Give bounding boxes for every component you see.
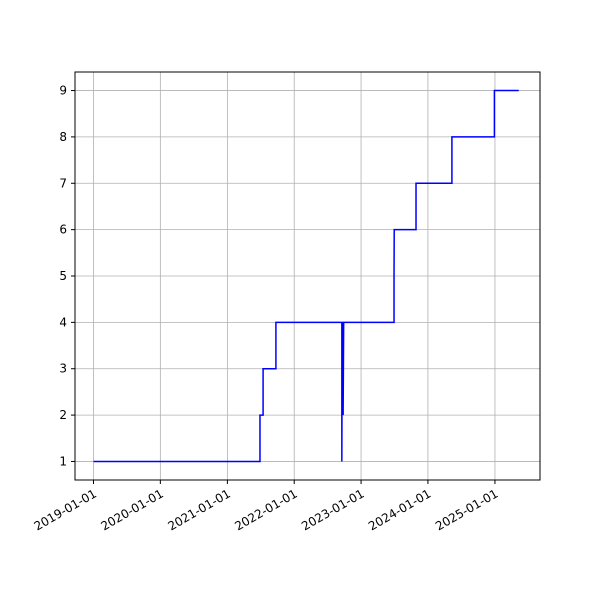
y-tick-label: 2 <box>59 408 67 422</box>
x-tick-label: 2019-01-01 <box>32 486 99 533</box>
y-tick-label: 9 <box>59 84 67 98</box>
x-tick-label: 2020-01-01 <box>98 486 165 533</box>
y-tick-label: 8 <box>59 130 67 144</box>
x-tick-label: 2023-01-01 <box>299 486 366 533</box>
x-tick-label: 2024-01-01 <box>366 486 433 533</box>
y-tick-label: 4 <box>59 315 67 329</box>
y-tick-label: 1 <box>59 454 67 468</box>
axes-frame <box>74 71 541 481</box>
x-tick-label: 2025-01-01 <box>433 486 500 533</box>
x-tick-label: 2021-01-01 <box>165 486 232 533</box>
y-tick-label: 6 <box>59 223 67 237</box>
x-tick-label: 2022-01-01 <box>232 486 299 533</box>
y-tick-label: 5 <box>59 269 67 283</box>
y-tick-label: 7 <box>59 176 67 190</box>
y-tick-label: 3 <box>59 362 67 376</box>
